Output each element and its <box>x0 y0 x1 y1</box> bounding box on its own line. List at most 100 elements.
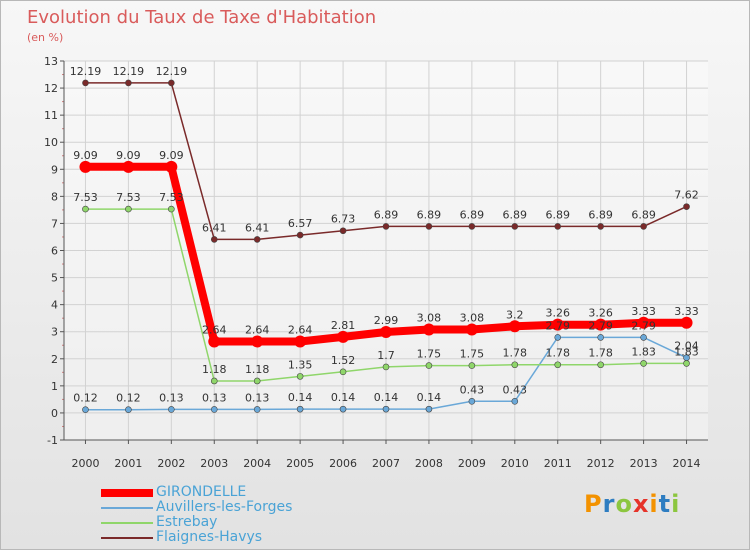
x-tick-label: 2012 <box>587 457 615 470</box>
legend-label: Flaignes-Havys <box>156 529 263 545</box>
data-point <box>253 406 261 413</box>
data-label: 1.75 <box>417 348 442 361</box>
x-tick-label: 2005 <box>286 457 314 470</box>
data-point <box>640 360 647 367</box>
data-point <box>511 397 519 405</box>
data-label: 6.89 <box>417 208 442 221</box>
x-tick-label: 2011 <box>544 457 572 470</box>
data-label: 0.13 <box>159 391 184 404</box>
data-point <box>508 320 521 333</box>
data-point <box>425 223 433 230</box>
data-label: 1.18 <box>245 363 270 376</box>
data-point <box>79 160 92 173</box>
y-tick-label: 12 <box>44 82 58 95</box>
y-tick-label: 3 <box>51 326 58 339</box>
y-tick-label: 0 <box>51 407 58 420</box>
data-label: 3.33 <box>674 305 699 318</box>
data-point <box>210 406 218 413</box>
data-label: 0.14 <box>288 391 313 404</box>
data-point <box>122 160 135 173</box>
data-point <box>597 361 604 369</box>
y-tick-label: 1 <box>51 380 58 393</box>
x-tick-label: 2009 <box>458 457 486 470</box>
data-point <box>425 405 433 413</box>
data-point <box>683 203 690 210</box>
y-tick-label: 10 <box>44 136 58 149</box>
chart-subtitle: (en %) <box>27 31 64 44</box>
data-label: 2.79 <box>588 319 613 332</box>
data-point <box>597 223 604 230</box>
logo-letter: i <box>671 490 681 518</box>
data-point <box>337 330 350 343</box>
x-tick-label: 2013 <box>630 457 658 470</box>
data-label: 0.14 <box>331 391 356 404</box>
legend-swatch <box>101 507 153 509</box>
data-label: 0.43 <box>503 383 528 396</box>
data-label: 6.89 <box>545 208 570 221</box>
y-tick-label: 5 <box>51 272 58 285</box>
data-point <box>296 405 304 413</box>
data-point <box>294 335 307 348</box>
data-label: 3.08 <box>460 312 485 325</box>
x-tick-label: 2014 <box>673 457 701 470</box>
data-point <box>382 223 390 230</box>
data-point <box>680 316 693 329</box>
data-label: 2.99 <box>374 314 399 327</box>
data-point <box>382 405 390 413</box>
data-point <box>511 223 519 230</box>
data-point <box>468 362 476 369</box>
x-tick-label: 2008 <box>415 457 443 470</box>
legend: GIRONDELLE Auvillers-les-Forges Estrebay Fl… <box>101 485 361 545</box>
logo-letter: x <box>632 490 650 518</box>
data-label: 3.2 <box>506 308 524 321</box>
logo-letter: o <box>615 490 633 518</box>
data-point <box>125 79 132 87</box>
data-label: 1.78 <box>588 347 613 360</box>
data-label: 3.33 <box>631 305 656 318</box>
data-label: 9.09 <box>159 149 184 162</box>
data-label: 6.73 <box>331 213 356 226</box>
y-tick-label: 2 <box>51 353 58 366</box>
data-label: 1.83 <box>631 345 656 358</box>
data-label: 6.89 <box>460 208 485 221</box>
data-point <box>551 318 564 331</box>
data-point <box>253 236 261 243</box>
data-label: 2.64 <box>288 323 313 336</box>
data-label: 7.53 <box>116 191 141 204</box>
data-point <box>208 335 221 348</box>
logo-letter: t <box>658 490 672 518</box>
data-label: 2.64 <box>245 323 270 336</box>
data-label: 2.79 <box>545 319 570 332</box>
data-label: 6.89 <box>588 208 613 221</box>
data-point <box>465 323 478 336</box>
data-label: 0.13 <box>245 391 270 404</box>
data-point <box>640 223 647 230</box>
y-tick-label: 9 <box>51 163 58 176</box>
data-point <box>382 363 390 371</box>
data-label: 7.53 <box>73 191 98 204</box>
data-label: 6.89 <box>374 208 399 221</box>
logo-letter: r <box>602 490 616 518</box>
data-point <box>468 223 476 230</box>
logo-letter: i <box>649 490 659 518</box>
data-point <box>425 362 433 369</box>
data-point <box>168 205 175 213</box>
y-tick-label: -1 <box>47 434 58 447</box>
data-label: 1.75 <box>460 348 485 361</box>
data-label: 6.41 <box>245 221 270 234</box>
data-label: 1.78 <box>545 347 570 360</box>
x-tick-label: 2004 <box>243 457 271 470</box>
data-point <box>168 79 175 87</box>
data-point <box>594 318 607 331</box>
legend-swatch <box>101 537 153 539</box>
data-point <box>253 377 261 385</box>
data-label: 0.12 <box>116 392 141 405</box>
data-point <box>511 361 519 369</box>
data-point <box>640 334 647 341</box>
y-tick-label: 8 <box>51 190 58 203</box>
series-lines <box>79 79 693 413</box>
data-point <box>82 406 89 413</box>
data-label: 9.09 <box>73 149 98 162</box>
legend-item: Estrebay <box>101 515 361 530</box>
